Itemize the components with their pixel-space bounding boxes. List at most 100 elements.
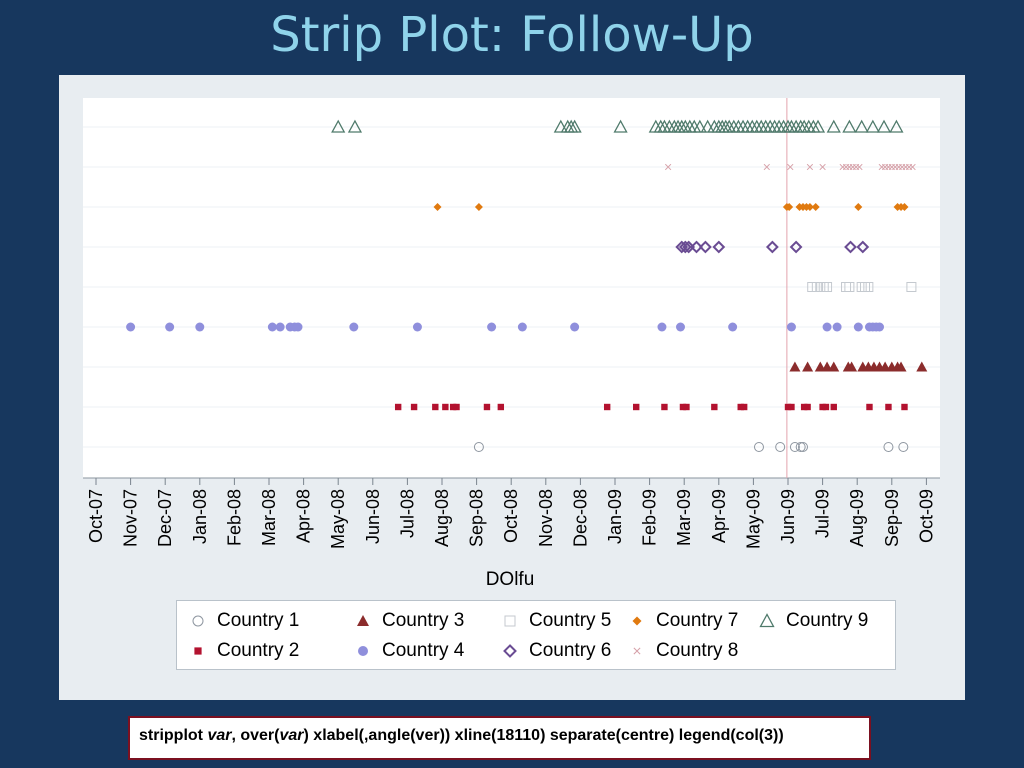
x-tick-label: Aug-09 bbox=[847, 489, 867, 547]
x-tick-label: Apr-08 bbox=[294, 489, 314, 543]
point-country-4 bbox=[267, 322, 277, 332]
x-tick-label: Mar-08 bbox=[259, 489, 279, 546]
point-country-4 bbox=[822, 322, 832, 332]
point-country-8 bbox=[763, 163, 770, 171]
point-country-4 bbox=[875, 322, 885, 332]
point-country-1 bbox=[473, 442, 484, 452]
point-country-2 bbox=[483, 403, 491, 411]
x-tick-label: Oct-08 bbox=[501, 489, 521, 543]
legend-label: Country 9 bbox=[786, 610, 869, 631]
point-country-2 bbox=[497, 403, 505, 411]
command-var: var bbox=[279, 727, 304, 744]
point-country-1 bbox=[898, 442, 909, 452]
point-country-9 bbox=[567, 119, 582, 133]
legend-symbol bbox=[632, 616, 642, 626]
point-country-2 bbox=[432, 403, 439, 411]
x-tick-label: Oct-09 bbox=[916, 489, 936, 543]
point-country-2 bbox=[866, 403, 873, 411]
x-tick-label: Feb-08 bbox=[224, 489, 244, 546]
point-country-9 bbox=[865, 119, 880, 133]
point-country-8 bbox=[806, 163, 814, 171]
x-tick-label: Aug-08 bbox=[432, 489, 452, 547]
data-marks bbox=[126, 119, 928, 452]
point-country-5 bbox=[822, 282, 833, 292]
legend-symbol bbox=[358, 646, 368, 656]
point-country-4 bbox=[728, 322, 738, 332]
legend-item-country-2: Country 2 bbox=[187, 640, 299, 662]
command-text: , over( bbox=[231, 727, 280, 744]
point-country-2 bbox=[822, 403, 830, 411]
point-country-4 bbox=[487, 322, 497, 332]
x-tick-label: Jun-09 bbox=[778, 489, 798, 544]
point-country-6 bbox=[844, 240, 857, 254]
point-country-2 bbox=[737, 403, 744, 411]
point-country-1 bbox=[797, 442, 808, 452]
x-tick-label: May-08 bbox=[328, 489, 348, 549]
point-country-4 bbox=[195, 322, 205, 332]
point-country-2 bbox=[740, 403, 748, 411]
point-country-8 bbox=[856, 163, 863, 171]
point-country-2 bbox=[819, 403, 826, 411]
legend-symbol bbox=[504, 615, 516, 627]
point-country-7 bbox=[474, 203, 483, 211]
x-tick-label: Apr-09 bbox=[709, 489, 729, 543]
point-country-4 bbox=[349, 322, 359, 332]
point-country-2 bbox=[885, 403, 892, 411]
point-country-9 bbox=[347, 119, 363, 133]
legend-label: Country 4 bbox=[382, 640, 465, 661]
point-country-8 bbox=[664, 163, 672, 171]
x-tick-label: Dec-07 bbox=[155, 489, 175, 547]
x-tick-label: Feb-09 bbox=[640, 489, 660, 546]
point-country-4 bbox=[165, 322, 175, 332]
point-country-4 bbox=[126, 322, 136, 332]
point-country-3 bbox=[846, 361, 858, 372]
point-country-9 bbox=[692, 119, 707, 133]
point-country-8 bbox=[787, 163, 794, 171]
legend-item-country-3: Country 3 bbox=[352, 610, 464, 632]
x-tick-label: Jul-08 bbox=[397, 489, 417, 538]
point-country-6 bbox=[789, 240, 803, 254]
point-country-2 bbox=[661, 403, 668, 411]
x-axis-title: DOlfu bbox=[486, 569, 535, 590]
point-country-4 bbox=[293, 322, 303, 332]
point-country-3 bbox=[828, 361, 840, 372]
legend-item-country-4: Country 4 bbox=[352, 640, 464, 662]
legend-label: Country 2 bbox=[217, 640, 300, 661]
point-country-9 bbox=[876, 119, 892, 133]
point-country-7 bbox=[854, 203, 863, 211]
point-country-3 bbox=[916, 361, 928, 372]
stata-command-box: stripplot var, over(var) xlabel(,angle(v… bbox=[128, 716, 871, 760]
point-country-8 bbox=[909, 163, 916, 171]
point-country-9 bbox=[810, 119, 826, 133]
point-country-4 bbox=[832, 322, 842, 332]
point-country-5 bbox=[863, 282, 874, 292]
command-text: stripplot bbox=[139, 727, 208, 744]
point-country-2 bbox=[453, 403, 460, 411]
point-country-9 bbox=[613, 119, 628, 133]
point-country-2 bbox=[683, 403, 690, 411]
point-country-6 bbox=[690, 240, 703, 254]
legend-marker-country-9 bbox=[759, 613, 775, 628]
legend-item-country-1: Country 1 bbox=[187, 610, 299, 632]
point-country-5 bbox=[906, 282, 917, 292]
point-country-7 bbox=[805, 203, 814, 211]
point-country-4 bbox=[786, 322, 796, 332]
point-country-8 bbox=[819, 163, 826, 171]
point-country-2 bbox=[449, 403, 457, 411]
legend-marker-country-3 bbox=[357, 615, 369, 626]
point-country-9 bbox=[842, 119, 857, 133]
legend-marker-country-8 bbox=[633, 647, 641, 655]
legend-marker-country-7 bbox=[632, 616, 642, 626]
point-country-7 bbox=[811, 203, 820, 211]
point-country-5 bbox=[844, 282, 855, 292]
legend-marker-country-4 bbox=[358, 646, 368, 656]
slide-title: Strip Plot: Follow-Up bbox=[270, 7, 754, 63]
point-country-1 bbox=[775, 442, 786, 452]
point-country-6 bbox=[765, 240, 779, 254]
point-country-2 bbox=[901, 403, 908, 411]
legend-symbol bbox=[357, 615, 369, 626]
legend-marker-country-5 bbox=[504, 615, 516, 627]
point-country-4 bbox=[517, 322, 527, 332]
point-country-4 bbox=[275, 322, 285, 332]
x-tick-label: Jul-09 bbox=[813, 489, 833, 538]
